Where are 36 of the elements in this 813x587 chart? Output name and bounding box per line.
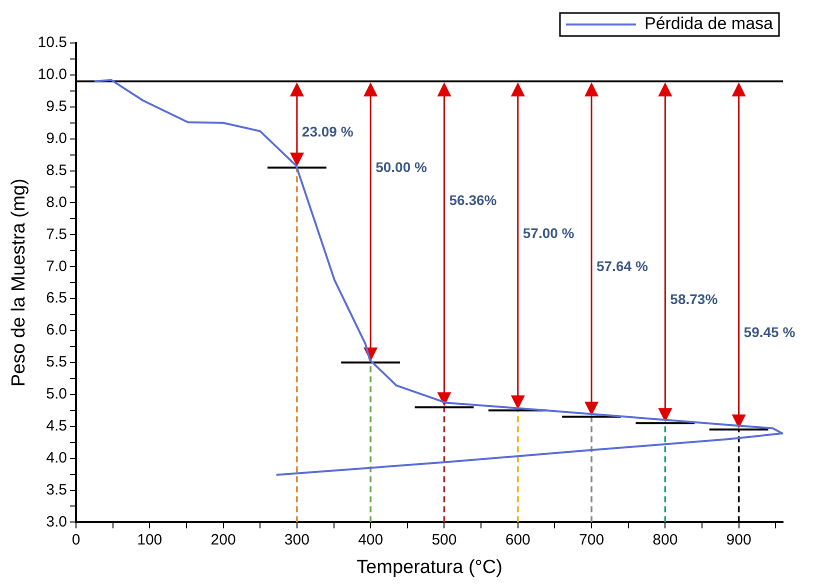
annotation: 50.00 % xyxy=(376,159,428,176)
y-axis-title: Peso de la Muestra (mg) xyxy=(8,178,30,387)
annotation: 57.64 % xyxy=(596,258,648,274)
y-tick-label: 10.5 xyxy=(38,34,67,52)
x-tick-label: 500 xyxy=(432,531,457,548)
legend-label: Pérdida de masa xyxy=(644,14,774,34)
y-tick-label: 7.0 xyxy=(46,258,67,275)
y-tick-label: 8.5 xyxy=(46,162,67,179)
x-tick-label: 900 xyxy=(726,531,752,548)
y-tick-label: 4.0 xyxy=(46,449,67,466)
y-tick-label: 5.5 xyxy=(46,354,67,371)
y-tick-label: 5.0 xyxy=(46,386,67,403)
x-axis-title: Temperatura (°C) xyxy=(356,556,502,578)
y-tick-label: 3.5 xyxy=(46,481,67,498)
annotation: 57.00 % xyxy=(522,225,575,242)
annotation: 58.73% xyxy=(670,291,718,308)
y-tick-label: 8.0 xyxy=(46,194,67,211)
y-tick-label: 10.0 xyxy=(38,66,67,84)
x-tick-label: 600 xyxy=(505,531,530,548)
y-tick-label: 6.5 xyxy=(46,290,67,307)
y-tick-label: 4.5 xyxy=(46,418,67,434)
x-tick-label: 700 xyxy=(579,531,604,548)
y-tick-label: 3.0 xyxy=(46,513,67,530)
y-tick-label: 7.5 xyxy=(46,226,67,243)
y-tick-label: 9.5 xyxy=(46,98,67,116)
x-tick-label: 200 xyxy=(210,531,236,548)
annotation: 59.45 % xyxy=(744,324,796,340)
y-tick-label: 9.0 xyxy=(46,130,67,147)
x-tick-label: 300 xyxy=(284,531,310,548)
x-tick-label: 100 xyxy=(137,531,162,548)
x-tick-label: 0 xyxy=(72,531,80,548)
x-tick-label: 400 xyxy=(358,531,384,548)
annotation: 23.09 % xyxy=(302,123,354,140)
annotation: 56.36% xyxy=(449,192,498,208)
y-tick-label: 6.0 xyxy=(46,322,67,339)
x-tick-label: 800 xyxy=(652,531,678,548)
